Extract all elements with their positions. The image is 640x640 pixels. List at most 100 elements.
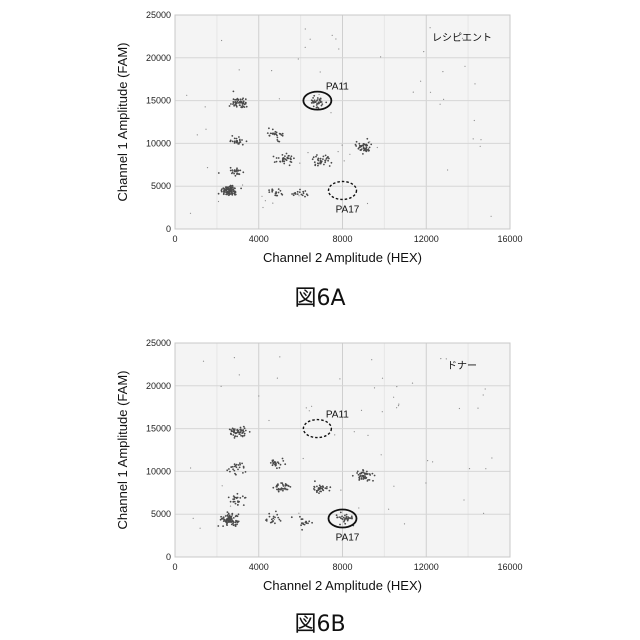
data-point (231, 135, 233, 137)
data-point (230, 501, 232, 503)
y-tick-label: 5000 (151, 509, 171, 519)
data-point (320, 491, 322, 493)
data-point (365, 145, 367, 147)
data-point (268, 127, 270, 129)
data-point (228, 468, 230, 470)
data-point (232, 498, 234, 500)
data-point (311, 99, 313, 101)
data-point (223, 520, 225, 522)
data-point (227, 187, 229, 189)
data-point (230, 191, 232, 193)
data-point (274, 522, 276, 524)
data-point (382, 411, 383, 412)
y-tick-label: 10000 (146, 138, 171, 148)
data-point (278, 491, 280, 493)
data-point (222, 485, 223, 486)
data-point (236, 523, 238, 525)
data-point (276, 161, 278, 163)
y-axis-label: Channel 1 Amplitude (FAM) (115, 371, 130, 530)
data-point (270, 462, 272, 464)
data-point (271, 519, 273, 521)
data-point (366, 146, 368, 148)
data-point (228, 191, 230, 193)
data-point (269, 135, 271, 137)
data-point (271, 188, 273, 190)
data-point (329, 490, 331, 492)
data-point (310, 39, 311, 40)
data-point (242, 432, 244, 434)
data-point (231, 524, 233, 526)
data-point (232, 185, 234, 187)
data-point (349, 154, 350, 155)
data-point (377, 147, 378, 148)
data-point (229, 514, 231, 516)
data-point (338, 151, 339, 152)
data-point (393, 486, 394, 487)
data-point (231, 513, 233, 515)
data-point (203, 361, 204, 362)
y-tick-label: 20000 (146, 381, 171, 391)
data-point (239, 497, 241, 499)
data-point (309, 410, 310, 411)
data-point (304, 196, 306, 198)
data-point (325, 102, 327, 104)
data-point (363, 478, 365, 480)
data-point (272, 518, 274, 520)
data-point (282, 133, 284, 135)
data-point (268, 420, 269, 421)
annotation-label: PA17 (336, 532, 360, 543)
data-point (230, 516, 232, 518)
data-point (330, 112, 331, 113)
data-point (356, 141, 358, 143)
data-point (235, 497, 237, 499)
data-point (420, 81, 421, 82)
data-point (474, 83, 475, 84)
data-point (239, 462, 241, 464)
data-point (297, 191, 299, 193)
data-point (291, 193, 293, 195)
data-point (275, 486, 277, 488)
data-point (412, 383, 413, 384)
data-point (271, 70, 272, 71)
data-point (245, 430, 247, 432)
data-point (239, 170, 241, 172)
data-point (363, 143, 365, 145)
data-point (233, 102, 235, 104)
data-point (241, 430, 243, 432)
data-point (244, 427, 246, 429)
data-point (366, 138, 368, 140)
data-point (233, 98, 235, 100)
data-point (291, 516, 293, 518)
data-point (190, 467, 191, 468)
data-point (240, 188, 242, 190)
data-point (336, 514, 338, 516)
data-point (236, 464, 238, 466)
data-point (218, 201, 219, 202)
y-tick-label: 15000 (146, 96, 171, 106)
data-point (288, 155, 290, 157)
data-point (226, 469, 228, 471)
x-tick-label: 16000 (497, 562, 522, 572)
data-point (361, 478, 363, 480)
data-point (234, 463, 236, 465)
data-point (380, 56, 381, 57)
data-point (301, 522, 303, 524)
data-point (235, 525, 237, 527)
data-point (280, 190, 282, 192)
data-point (286, 159, 288, 161)
data-point (242, 144, 244, 146)
data-point (231, 194, 233, 196)
data-point (299, 189, 301, 191)
data-point (224, 188, 226, 190)
data-point (282, 488, 284, 490)
data-point (186, 95, 187, 96)
data-point (369, 474, 371, 476)
data-point (234, 171, 236, 173)
data-point (230, 170, 232, 172)
data-point (303, 458, 304, 459)
data-point (230, 466, 232, 468)
data-point (341, 516, 343, 518)
data-point (246, 106, 248, 108)
data-point (315, 156, 317, 158)
data-point (325, 155, 327, 157)
